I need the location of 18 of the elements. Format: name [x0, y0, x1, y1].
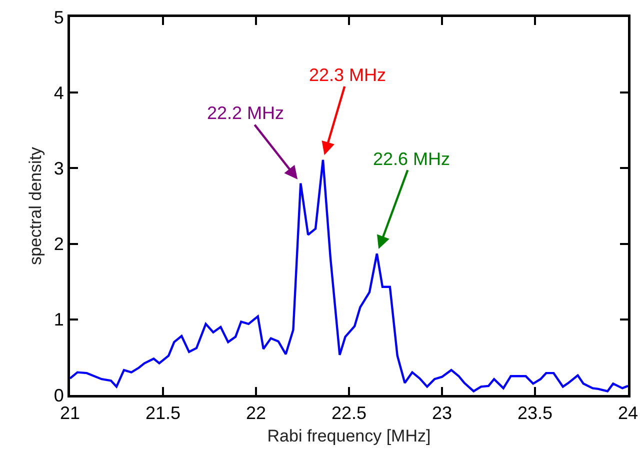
x-tick-label: 22 [246, 403, 266, 424]
x-tick-label: 23 [432, 403, 452, 424]
x-tick-label: 22.5 [331, 403, 367, 424]
y-axis-title: spectral density [26, 146, 46, 266]
y-tick-label: 5 [54, 7, 64, 28]
annotation: 22.6 MHz [373, 149, 450, 169]
annotation: 22.3 MHz [309, 65, 386, 85]
x-tick-label: 23.5 [517, 403, 553, 424]
y-tick-label: 2 [54, 234, 64, 254]
x-tick-label: 24 [618, 403, 638, 424]
x-tick-label: 21.5 [145, 403, 181, 424]
y-tick-label: 0 [54, 385, 64, 406]
y-tick-label: 4 [54, 82, 64, 103]
annotation: 22.2 MHz [207, 103, 284, 123]
y-tick-label: 1 [54, 310, 64, 330]
x-tick-label: 21 [60, 403, 80, 424]
x-axis-title: Rabi frequency [MHz] [267, 426, 431, 446]
y-tick-label: 3 [54, 158, 64, 178]
